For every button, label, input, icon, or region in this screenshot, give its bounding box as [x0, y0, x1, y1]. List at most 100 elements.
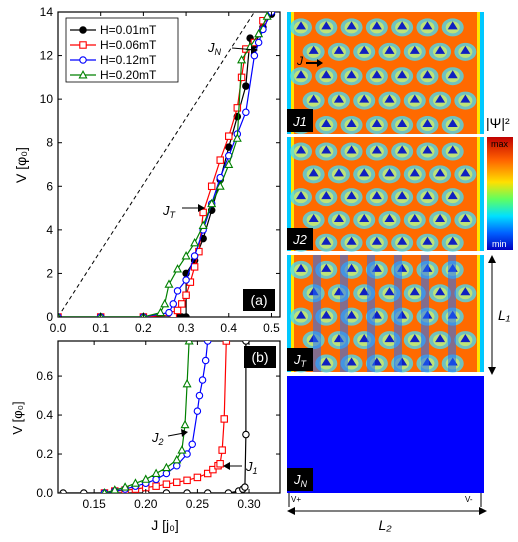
data-point	[80, 489, 88, 493]
series-line-3	[104, 341, 190, 493]
x-tick-label: 0.25	[186, 497, 210, 511]
pin-marker	[447, 70, 458, 79]
data-point	[165, 308, 173, 317]
legend-marker	[79, 26, 87, 34]
data-point	[203, 489, 212, 493]
pin-marker	[384, 94, 395, 103]
plot-area	[58, 12, 276, 317]
pin-marker	[435, 334, 446, 343]
pin-marker	[397, 21, 408, 30]
pin-marker	[422, 21, 433, 30]
edge-left	[287, 255, 291, 372]
pin-marker	[321, 236, 332, 245]
map-jn-bg	[287, 376, 484, 493]
pin-marker	[435, 168, 446, 177]
map-jt-pattern	[287, 255, 484, 373]
pin-marker	[371, 145, 382, 154]
pin-marker	[359, 94, 370, 103]
dimension-l1-arrow-top	[488, 255, 496, 263]
dimension-l2-arrow-right	[479, 507, 487, 515]
data-point	[216, 156, 224, 164]
annotation-j2: J2	[151, 430, 164, 447]
x-tick-label: 0.0	[50, 321, 67, 335]
pin-marker	[409, 168, 420, 177]
annotation-jn-arrowhead	[251, 46, 258, 54]
y-tick-label: 12	[40, 49, 54, 63]
map-j1: J1 J	[287, 12, 484, 135]
legend-marker	[78, 70, 88, 79]
annotation-jn: JN	[207, 40, 222, 57]
pin-marker	[321, 119, 332, 128]
chart-b-panel-label: (b)	[251, 349, 268, 365]
data-point	[209, 465, 217, 474]
data-point	[215, 181, 225, 190]
y-tick-label: 0.6	[36, 369, 53, 383]
chart-a-ylabel: V [φ₀]	[13, 147, 29, 183]
legend-entry: H=0.20mT	[100, 68, 157, 82]
map-jt-label-box	[287, 348, 313, 371]
flux-channel	[340, 255, 348, 372]
data-point	[120, 482, 130, 491]
pin-marker	[296, 263, 306, 272]
data-point	[220, 415, 228, 423]
pin-marker	[371, 191, 382, 200]
data-point	[262, 12, 272, 20]
data-point	[161, 462, 171, 472]
chart-a: 0.0 0.1 0.2 0.3 0.4 0.5 0 2 4 6 8 10 12 14 V [φ₀] H=0…	[13, 5, 281, 335]
data-point	[203, 341, 212, 345]
map-jn-label-box	[287, 468, 313, 491]
pin-marker	[308, 213, 319, 222]
data-point	[254, 38, 263, 47]
data-point	[180, 419, 190, 429]
pin-marker	[447, 236, 458, 245]
pin-marker	[397, 191, 408, 200]
dimension-l2: L₂	[287, 507, 487, 533]
data-point	[190, 263, 199, 271]
pin-marker	[359, 213, 370, 222]
pin-marker	[371, 119, 382, 128]
pin-marker	[422, 191, 433, 200]
legend-marker	[79, 56, 87, 64]
electrodes: V+ V-	[288, 493, 482, 507]
colorbar-min-label: min	[492, 239, 507, 249]
annotation-j2-arrowhead	[181, 429, 188, 437]
data-point	[152, 482, 160, 490]
x-tick-label: 0.30	[237, 497, 261, 511]
colorbar-max-label: max	[491, 139, 509, 149]
data-point	[151, 468, 161, 477]
data-point	[164, 279, 174, 288]
pin-marker	[296, 145, 306, 154]
y-tick-label: 10	[40, 92, 54, 106]
data-point	[225, 132, 233, 140]
annotation-jt-arrowhead	[198, 204, 205, 212]
pin-marker	[346, 145, 357, 154]
pin-marker	[435, 45, 446, 54]
pin-marker	[409, 334, 420, 343]
annotation-j1-arrowhead	[223, 462, 230, 470]
flux-channel	[448, 255, 456, 372]
flux-channel	[313, 255, 321, 372]
data-point	[224, 489, 233, 493]
pin-marker	[359, 168, 370, 177]
data-point	[182, 378, 192, 388]
data-point	[162, 480, 171, 488]
electrode-left-label: V+	[291, 495, 301, 504]
x-tick-label: 0.2	[135, 321, 152, 335]
pin-marker	[384, 287, 395, 296]
edge-left	[287, 137, 291, 251]
pin-marker	[447, 191, 458, 200]
pin-marker	[308, 45, 319, 54]
data-point	[242, 430, 250, 439]
data-point	[169, 300, 178, 308]
pin-marker	[384, 213, 395, 222]
map-jt: JT	[287, 255, 484, 373]
pin-marker	[409, 94, 420, 103]
pin-marker	[321, 357, 332, 366]
chart-b-marks	[59, 341, 250, 493]
data-point	[178, 300, 186, 308]
data-point	[184, 341, 194, 345]
pin-marker	[346, 70, 357, 79]
annotation-jt: JT	[162, 203, 177, 220]
dimension-l2-label: L₂	[378, 517, 392, 533]
